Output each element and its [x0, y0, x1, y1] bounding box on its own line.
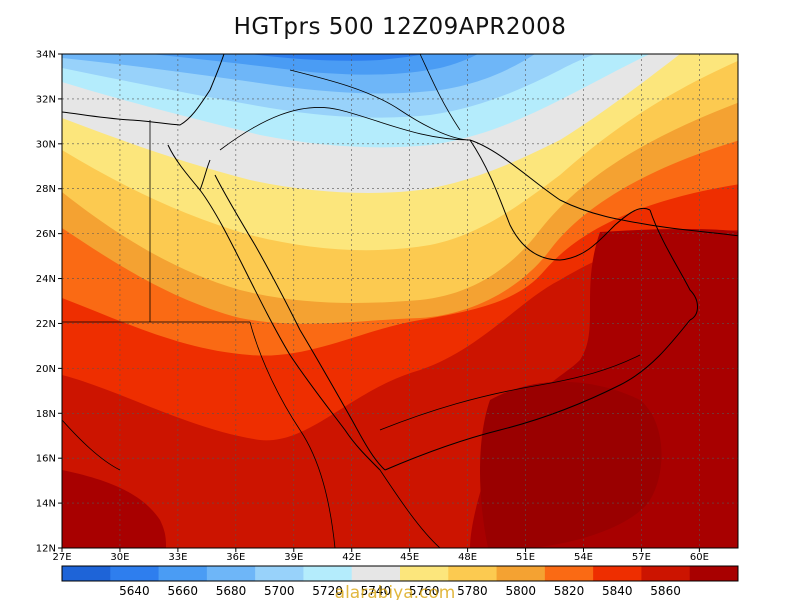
colorbar: 5640 5660 5680 5700 5720 5740 5760 5780 5800 5820… [61, 565, 739, 598]
colorbar-label-5660: 5660 [167, 584, 198, 598]
iraq-border [289, 69, 471, 141]
colorbar-label-5720: 5720 [312, 584, 343, 598]
lat-label-30N: 30N [36, 139, 56, 150]
colorbar-label-5800: 5800 [505, 584, 536, 598]
lon-label-51E: 51E [516, 552, 535, 563]
lon-label-57E: 57E [632, 552, 651, 563]
colorbar-swatch [544, 566, 594, 581]
lon-label-42E: 42E [342, 552, 361, 563]
sudan-ethiopia-border [249, 321, 336, 548]
colorbar-swatch [351, 566, 401, 581]
colorbar-label-5760: 5760 [409, 584, 440, 598]
latitude-labels: 12N 14N 16N 18N 20N 22N 24N 26N 28N 30N 32N 34N [36, 50, 62, 555]
colorbar-label-5680: 5680 [216, 584, 247, 598]
colorbar-swatch [303, 566, 353, 581]
colorbar-label-5860: 5860 [650, 584, 681, 598]
south-arabia-coast [384, 319, 691, 471]
lat-label-18N: 18N [36, 409, 56, 420]
longitude-labels: 27E 30E 33E 36E 39E 42E 45E 48E 51E 54E 57E 60E [52, 548, 709, 563]
lat-label-14N: 14N [36, 499, 56, 510]
colorbar-swatch [255, 566, 304, 581]
lat-label-20N: 20N [36, 364, 56, 375]
colorbar-label-5840: 5840 [602, 584, 633, 598]
colorbar-swatch [448, 566, 498, 581]
levant-coastline [62, 54, 225, 126]
iran-iraq-border [419, 54, 461, 131]
lon-label-54E: 54E [574, 552, 593, 563]
lon-label-36E: 36E [226, 552, 245, 563]
colorbar-swatch [110, 566, 160, 581]
colorbar-label-5820: 5820 [554, 584, 585, 598]
lon-label-33E: 33E [168, 552, 187, 563]
lon-label-45E: 45E [400, 552, 419, 563]
lat-label-22N: 22N [36, 319, 56, 330]
colorbar-swatch [496, 566, 546, 581]
colorbar-label-5780: 5780 [457, 584, 488, 598]
lat-label-16N: 16N [36, 454, 56, 465]
lon-label-39E: 39E [284, 552, 303, 563]
colorbar-label-5640: 5640 [119, 584, 150, 598]
lat-label-28N: 28N [36, 184, 56, 195]
colorbar-swatch [62, 566, 111, 581]
persian-gulf-coast [469, 139, 651, 261]
colorbar-frame [61, 565, 739, 582]
lon-label-60E: 60E [690, 552, 709, 563]
map-title: HGTprs 500 12Z09APR2008 [233, 14, 567, 40]
lon-label-30E: 30E [110, 552, 129, 563]
colorbar-swatch [158, 566, 208, 581]
plot-frame [61, 53, 739, 549]
colorbar-swatch [689, 566, 739, 581]
lon-label-48E: 48E [458, 552, 477, 563]
band-5660 [150, 54, 478, 75]
colorbar-label-5700: 5700 [264, 584, 295, 598]
watermark: alarabiya.com [335, 583, 456, 600]
colorbar-label-5740: 5740 [361, 584, 392, 598]
lat-label-26N: 26N [36, 229, 56, 240]
height-field [62, 54, 738, 548]
saudi-yemen-border [379, 354, 641, 431]
red-sea-west-coast [199, 189, 381, 471]
chad-sudan-border [62, 419, 121, 471]
saudi-north-border [219, 107, 471, 151]
lat-label-34N: 34N [36, 50, 56, 61]
lon-label-27E: 27E [52, 552, 71, 563]
lat-label-12N: 12N [36, 544, 56, 555]
iran-coast [469, 139, 738, 237]
high-cell-sudan [62, 470, 166, 548]
colorbar-swatch [593, 566, 642, 581]
colorbar-swatch [206, 566, 256, 581]
colorbar-swatch [641, 566, 691, 581]
coastlines-and-borders [62, 54, 738, 548]
oman-coast [649, 209, 698, 321]
colorbar-swatch [400, 566, 449, 581]
lat-lon-grid [62, 54, 738, 548]
ethiopia-somalia-border [379, 469, 441, 548]
red-sea-east-coast [214, 174, 386, 471]
lat-label-24N: 24N [36, 274, 56, 285]
lat-label-32N: 32N [36, 94, 56, 105]
